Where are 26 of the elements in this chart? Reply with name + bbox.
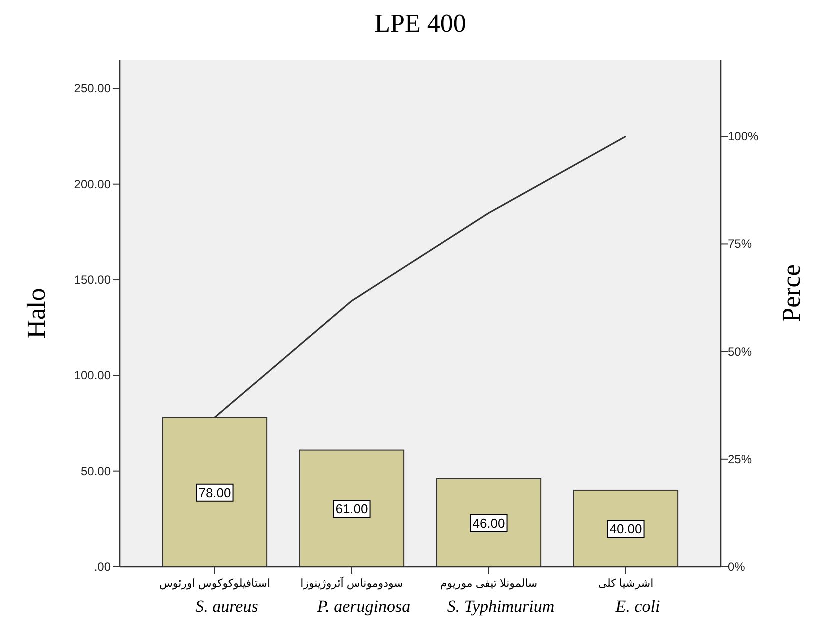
y2-tick-label: 100% <box>728 130 760 144</box>
text: S. Typhimurium <box>447 597 555 616</box>
y2-tick-label: 0% <box>728 560 746 574</box>
y2-axis-title: Perce <box>777 264 806 322</box>
y-axis-title: Halo <box>22 288 51 339</box>
data-label: 61.00 <box>336 502 368 517</box>
data-label: 40.00 <box>610 522 642 537</box>
data-label: 78.00 <box>198 485 232 500</box>
x-tick-label: سالمونلا تیفی موریوم <box>440 578 538 590</box>
x-tick-label: سودوموناس آئروژینوزا <box>300 576 404 590</box>
text: S. aureus <box>196 597 259 616</box>
text: E. coli <box>614 597 660 616</box>
y2-tick-label: 75% <box>728 237 752 252</box>
y-tick-label: 150.00 <box>74 273 112 288</box>
y-tick-label: 200.00 <box>74 177 112 192</box>
y-tick-label: 50.00 <box>80 464 112 478</box>
text: P. aeruginosa <box>316 597 411 616</box>
y-tick-label: .00 <box>94 560 112 574</box>
chart-title: LPE 400 <box>374 9 466 38</box>
y2-tick-label: 25% <box>728 452 752 466</box>
y2-tick-label: 50% <box>728 344 752 359</box>
x-tick-label: اشرشیا کلی <box>598 578 654 590</box>
x-tick-label: استافیلوکوکوس اورئوس <box>159 578 271 590</box>
y-tick-label: 100.00 <box>74 368 112 383</box>
data-label: 46.00 <box>472 516 506 531</box>
y-tick-label: 250.00 <box>74 82 112 96</box>
